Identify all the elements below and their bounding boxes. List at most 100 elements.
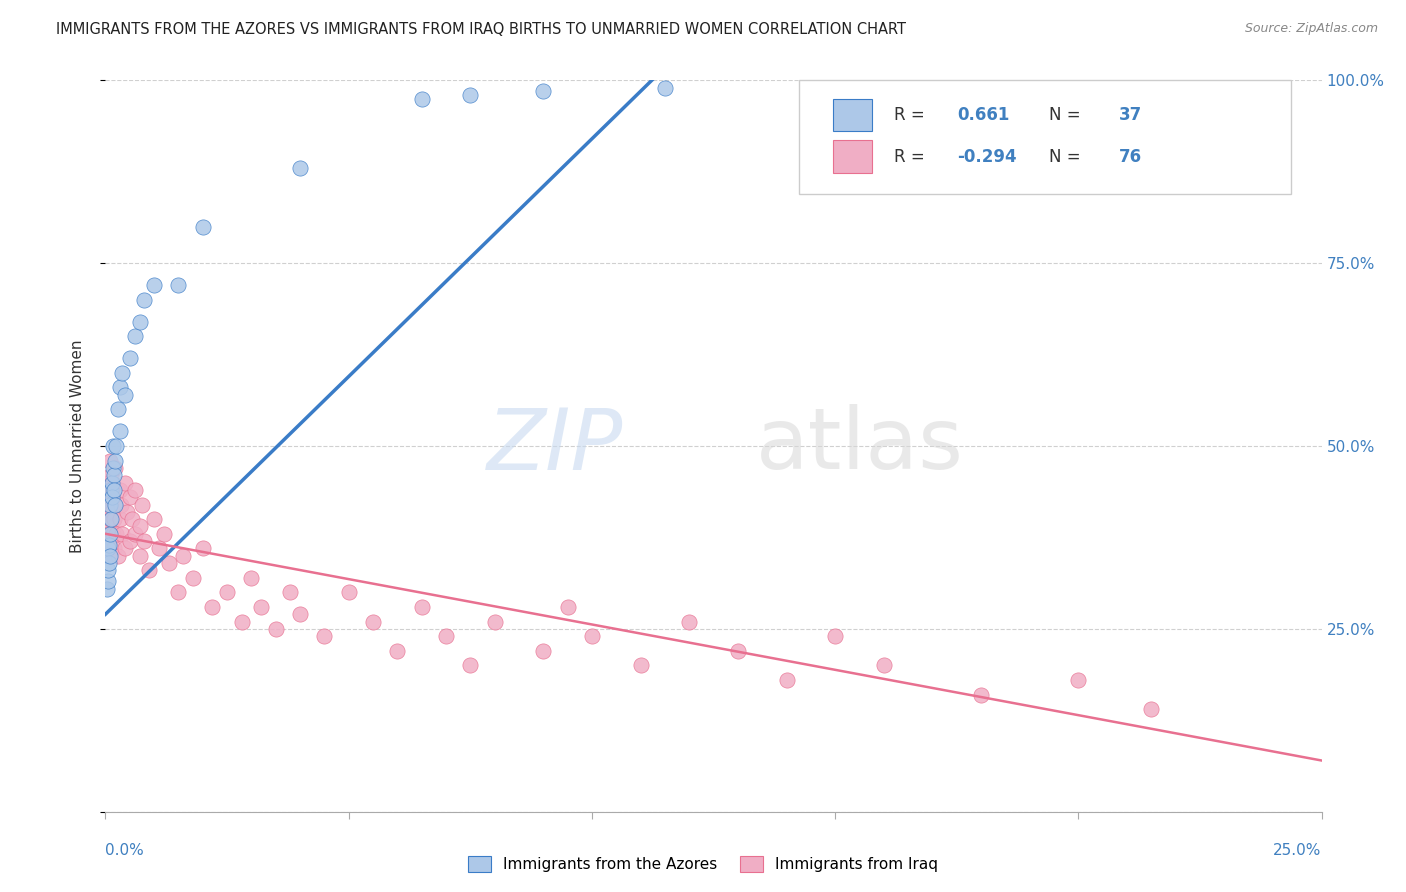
Point [96, 505, 118, 519]
Point [157, 556, 180, 570]
Point [100, 468, 122, 483]
Point [98, 512, 121, 526]
Point [108, 512, 131, 526]
Point [108, 380, 131, 394]
Point [101, 490, 124, 504]
Point [101, 505, 124, 519]
Point [104, 498, 127, 512]
Point [361, 615, 384, 629]
Point [411, 92, 433, 106]
Point [458, 658, 481, 673]
Point [134, 534, 156, 549]
Point [143, 512, 166, 526]
Text: 76: 76 [1119, 148, 1142, 166]
Text: Source: ZipAtlas.com: Source: ZipAtlas.com [1244, 22, 1378, 36]
Point [104, 453, 127, 467]
FancyBboxPatch shape [799, 80, 1291, 194]
Point [250, 599, 273, 614]
Point [775, 673, 797, 687]
Point [128, 315, 150, 329]
Point [97, 541, 120, 556]
Point [128, 549, 150, 563]
Point [134, 293, 156, 307]
Point [100, 512, 122, 526]
Point [97, 475, 120, 490]
Point [104, 461, 127, 475]
Point [111, 366, 134, 380]
Point [824, 629, 846, 643]
Text: 25.0%: 25.0% [1274, 843, 1322, 858]
Point [181, 571, 204, 585]
Point [970, 688, 993, 702]
Text: R =: R = [894, 106, 929, 124]
Point [103, 541, 125, 556]
Point [217, 585, 239, 599]
Point [121, 512, 143, 526]
FancyBboxPatch shape [832, 99, 872, 131]
Point [288, 607, 311, 622]
Point [98, 483, 121, 497]
Point [231, 615, 253, 629]
Point [337, 585, 360, 599]
Point [118, 490, 141, 504]
Point [97, 563, 120, 577]
Point [314, 629, 336, 643]
Point [107, 549, 129, 563]
Point [114, 475, 136, 490]
Point [104, 498, 127, 512]
Text: ZIP: ZIP [488, 404, 624, 488]
Point [100, 475, 122, 490]
Point [97, 519, 120, 533]
Text: N =: N = [1049, 106, 1085, 124]
Point [434, 629, 457, 643]
Point [105, 526, 128, 541]
Point [138, 563, 160, 577]
Point [98, 556, 121, 570]
Text: IMMIGRANTS FROM THE AZORES VS IMMIGRANTS FROM IRAQ BIRTHS TO UNMARRIED WOMEN COR: IMMIGRANTS FROM THE AZORES VS IMMIGRANTS… [56, 22, 907, 37]
Point [191, 219, 214, 234]
Point [411, 599, 433, 614]
Point [110, 498, 132, 512]
Text: -0.294: -0.294 [956, 148, 1017, 166]
Point [484, 615, 506, 629]
Point [873, 658, 896, 673]
Point [108, 483, 131, 497]
Point [98, 498, 121, 512]
Point [387, 644, 409, 658]
Point [172, 549, 194, 563]
Point [107, 402, 129, 417]
Point [124, 329, 146, 343]
Point [131, 498, 153, 512]
Point [240, 571, 263, 585]
Point [727, 644, 749, 658]
Point [153, 526, 176, 541]
Point [581, 629, 603, 643]
Point [264, 622, 287, 636]
Point [1140, 702, 1163, 716]
Legend: Immigrants from the Azores, Immigrants from Iraq: Immigrants from the Azores, Immigrants f… [460, 848, 946, 880]
Point [103, 468, 125, 483]
Point [101, 526, 124, 541]
Point [98, 549, 121, 563]
Point [201, 599, 224, 614]
Point [118, 534, 141, 549]
Point [191, 541, 214, 556]
Text: atlas: atlas [755, 404, 963, 488]
Point [101, 461, 124, 475]
Point [98, 490, 121, 504]
Point [114, 388, 136, 402]
Point [143, 278, 166, 293]
Point [654, 80, 676, 95]
Point [98, 526, 121, 541]
Point [96, 582, 118, 596]
Text: N =: N = [1049, 148, 1085, 166]
Text: R =: R = [894, 148, 929, 166]
Point [97, 526, 120, 541]
Point [1067, 673, 1090, 687]
FancyBboxPatch shape [832, 140, 872, 173]
Point [97, 574, 120, 589]
Point [117, 505, 139, 519]
Point [114, 541, 136, 556]
Point [96, 534, 118, 549]
Text: 0.0%: 0.0% [105, 843, 145, 858]
